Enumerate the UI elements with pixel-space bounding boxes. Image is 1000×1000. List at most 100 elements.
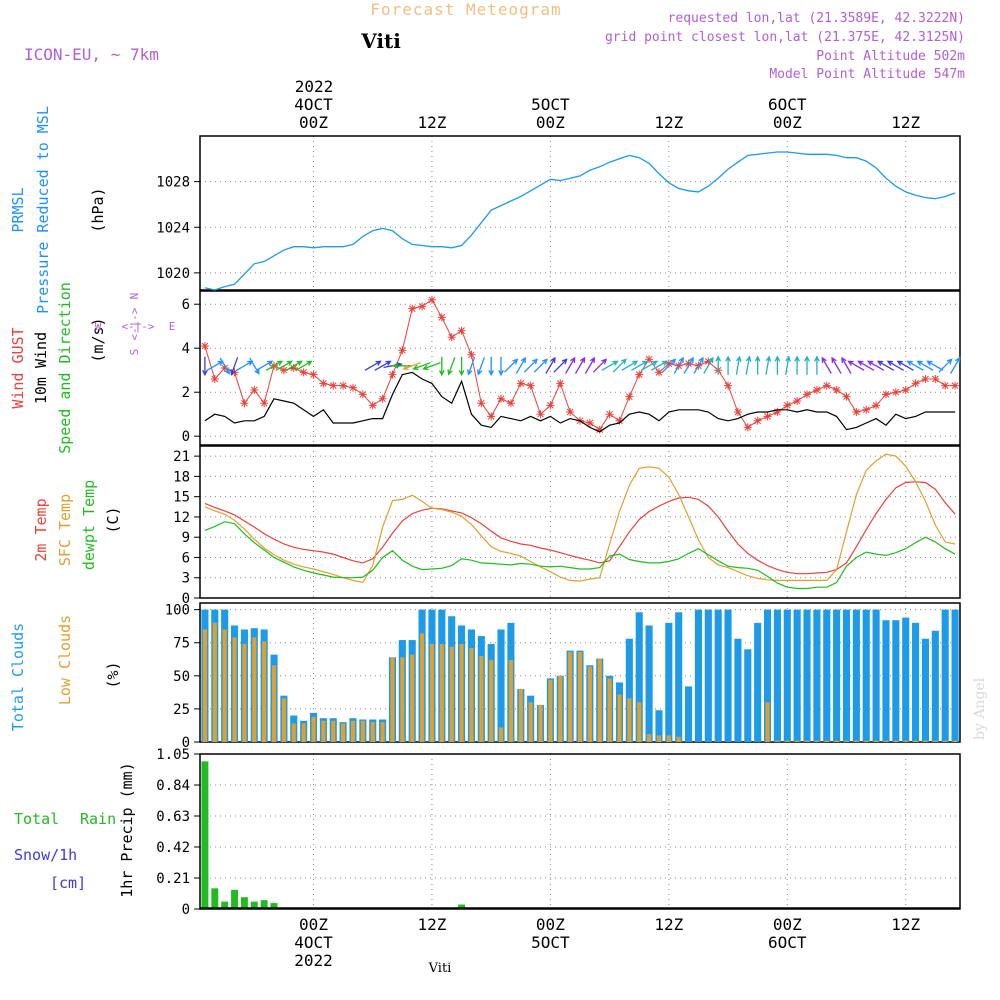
wind-arrow bbox=[745, 355, 752, 375]
low-cloud-bar bbox=[508, 659, 513, 742]
gust-point bbox=[210, 375, 219, 383]
y-tick-label: 21 bbox=[173, 449, 190, 465]
gust-point bbox=[832, 386, 841, 394]
low-cloud-bar bbox=[459, 644, 464, 742]
low-cloud-bar bbox=[498, 727, 504, 742]
requested-coords: requested lon,lat (21.3589E, 42.3222N) bbox=[668, 11, 965, 26]
total-cloud-bar bbox=[497, 629, 505, 742]
wind-arrow bbox=[821, 356, 832, 374]
low-cloud-bar bbox=[656, 735, 662, 742]
gust-point bbox=[842, 392, 851, 401]
bottom-axis-label: 6OCT bbox=[768, 933, 807, 952]
y-tick-label: 0.21 bbox=[156, 871, 190, 887]
gust-point bbox=[457, 326, 466, 335]
low-cloud-bar bbox=[814, 740, 819, 742]
total-clouds-label: Total Clouds bbox=[9, 623, 27, 731]
gust-point bbox=[901, 386, 910, 394]
wind-arrow bbox=[202, 356, 208, 377]
total-cloud-bar bbox=[872, 609, 880, 742]
low-cloud-bar bbox=[627, 698, 632, 742]
precip-frame bbox=[199, 753, 961, 910]
wind-arrow bbox=[896, 360, 914, 371]
gust-point bbox=[299, 368, 308, 377]
low-cloud-bar bbox=[291, 723, 296, 742]
low-cloud-bar bbox=[854, 740, 859, 742]
wind-arrow bbox=[584, 356, 596, 374]
tsfc-line bbox=[204, 453, 956, 584]
gust-point bbox=[240, 399, 249, 408]
low-cloud-bar bbox=[370, 722, 375, 742]
gust-point bbox=[467, 350, 476, 359]
total-cloud-bar bbox=[951, 609, 959, 742]
precip-bar bbox=[458, 904, 466, 909]
compass-e: E bbox=[169, 320, 176, 333]
gust-point bbox=[872, 401, 881, 410]
tempsfc-label: SFC Temp bbox=[56, 494, 74, 566]
watermark: by Angel bbox=[972, 677, 988, 740]
wind-arrow bbox=[631, 360, 649, 371]
wind-arrow bbox=[754, 355, 761, 375]
wind-arrow bbox=[703, 356, 714, 374]
compass-s: S bbox=[128, 349, 141, 356]
wind-arrow bbox=[785, 355, 791, 375]
gust-point bbox=[427, 295, 436, 304]
bottom-axis-label: 2022 bbox=[294, 951, 333, 970]
gust-point bbox=[418, 302, 427, 311]
gust-point bbox=[368, 401, 377, 410]
gust-point bbox=[200, 342, 209, 350]
bottom-axis-label: 00Z bbox=[536, 915, 565, 934]
footer-location: Viti bbox=[428, 961, 452, 976]
low-cloud-bar bbox=[666, 735, 671, 742]
top-hour-label: 00Z bbox=[299, 113, 328, 132]
total-cloud-bar bbox=[912, 622, 920, 742]
compass-arrows: <-|-> bbox=[121, 320, 154, 333]
gust-point bbox=[951, 381, 960, 390]
gust-point bbox=[743, 423, 752, 432]
side-labels: PRMSL Pressure Reduced to MSL (hPa) Wind GU… bbox=[9, 106, 175, 898]
gust-point bbox=[704, 357, 713, 366]
y-tick-label: 0 bbox=[182, 591, 190, 607]
low-cloud-bar bbox=[538, 704, 543, 742]
wind-arrow bbox=[285, 360, 303, 371]
clouds-unit-label: (%) bbox=[104, 661, 122, 688]
total-cloud-bar bbox=[754, 622, 762, 742]
total-cloud-bar bbox=[625, 638, 633, 742]
wind-arrow bbox=[391, 362, 412, 369]
wind-arrow bbox=[438, 356, 445, 377]
wind-arrow bbox=[662, 358, 677, 373]
wind-arrow bbox=[447, 357, 456, 376]
wind-arrow bbox=[402, 362, 421, 371]
low-cloud-bar bbox=[676, 736, 681, 742]
low-cloud-bar bbox=[301, 723, 306, 742]
y-tick-label: 1028 bbox=[156, 175, 190, 191]
low-cloud-bar bbox=[923, 740, 928, 742]
top-date-label: 4OCT bbox=[294, 95, 333, 114]
wind-arrow bbox=[504, 358, 519, 373]
gust-point bbox=[437, 313, 446, 322]
wind-arrow bbox=[265, 360, 284, 371]
gust-point bbox=[546, 401, 555, 410]
gust-point bbox=[773, 408, 782, 416]
wind-arrow bbox=[422, 362, 441, 371]
wind-arrow bbox=[804, 355, 810, 375]
snow-label: Snow/1h bbox=[14, 846, 77, 864]
wind-arrow bbox=[906, 360, 924, 371]
precip-bar bbox=[221, 901, 229, 909]
gust-point bbox=[447, 333, 456, 342]
wind-arrow bbox=[295, 360, 313, 371]
precip-bar bbox=[201, 761, 209, 909]
prmsl-unit-label: (hPa) bbox=[89, 187, 107, 232]
y-tick-label: 1.05 bbox=[156, 747, 190, 763]
temp-panel: 0 3 6 9 12 15 18 21 bbox=[173, 445, 961, 607]
bottom-axis-label: 00Z bbox=[773, 915, 802, 934]
wind-frame bbox=[199, 290, 961, 446]
precip-bar bbox=[231, 889, 238, 909]
gust-point bbox=[339, 381, 348, 390]
gust-point bbox=[684, 359, 693, 368]
low-cloud-bar bbox=[804, 740, 810, 742]
total-cloud-bar bbox=[892, 620, 900, 742]
total-cloud-bar bbox=[694, 609, 702, 742]
temp2m-label: 2m Temp bbox=[32, 498, 50, 561]
low-cloud-bar bbox=[479, 655, 484, 742]
compass-vertical: <-|-> bbox=[128, 307, 141, 340]
